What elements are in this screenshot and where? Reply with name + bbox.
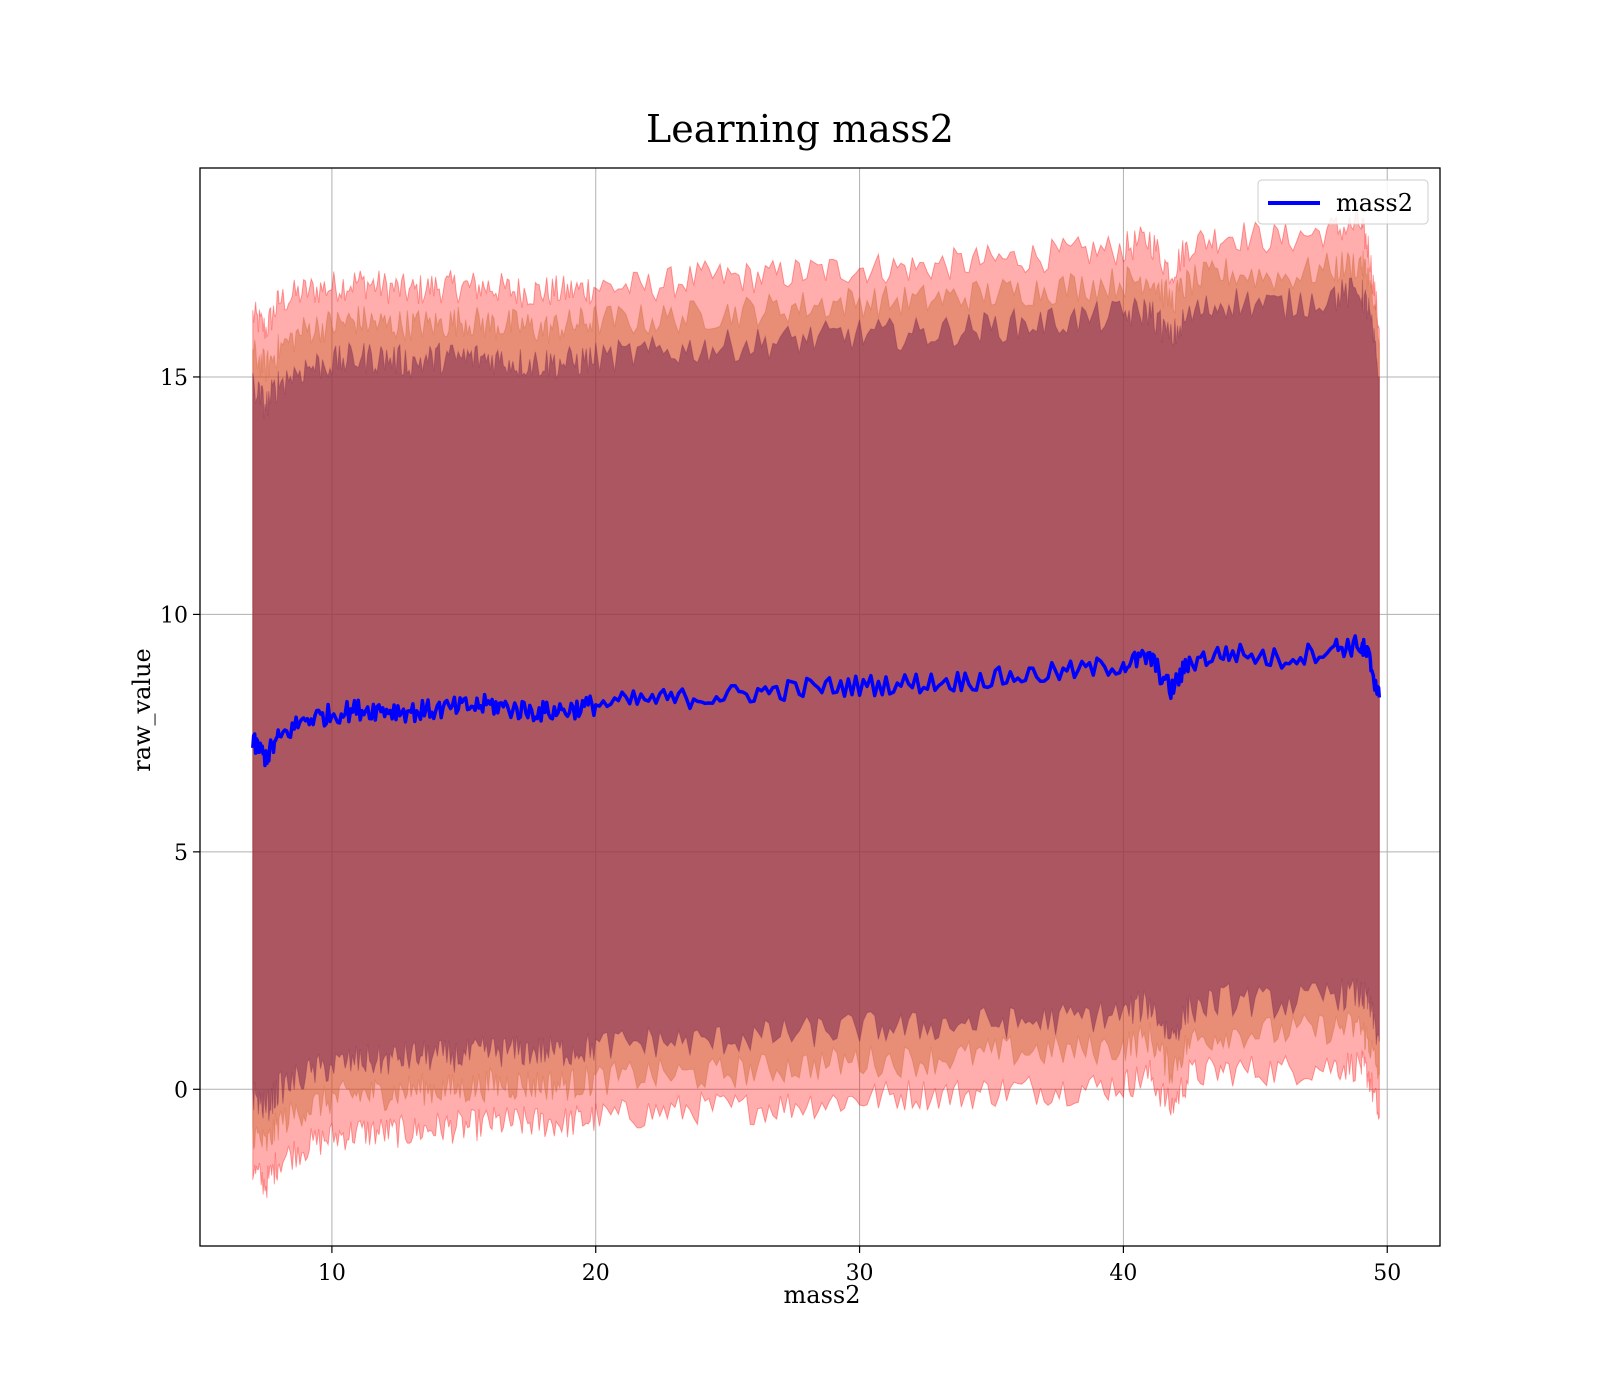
- series-line-mass2: [251, 634, 1382, 768]
- legend-box: [1257, 179, 1429, 225]
- chart-title: Learning mass2: [646, 107, 954, 151]
- band-inner: [252, 277, 1380, 1121]
- series-lines: [251, 634, 1382, 768]
- x-tick-label: 20: [582, 1261, 610, 1286]
- y-tick-label: 5: [174, 841, 188, 866]
- x-tick-label: 10: [318, 1261, 346, 1286]
- y-tick-label: 10: [160, 603, 188, 628]
- legend: mass2: [1257, 179, 1429, 225]
- y-tick-label: 0: [174, 1078, 188, 1103]
- uncertainty-bands: [252, 210, 1380, 1199]
- y-axis: 0 5 10 15: [160, 366, 200, 1103]
- x-axis: 10 20 30 40 50: [318, 1246, 1401, 1286]
- x-tick-label: 50: [1373, 1261, 1401, 1286]
- plot-frame: [199, 167, 1441, 1247]
- y-tick-label: 15: [160, 366, 188, 391]
- x-tick-label: 40: [1109, 1261, 1137, 1286]
- y-axis-label: raw_value: [128, 648, 156, 772]
- legend-label: mass2: [1336, 189, 1413, 217]
- x-axis-label: mass2: [784, 1281, 861, 1309]
- x-tick-label: 30: [846, 1261, 874, 1286]
